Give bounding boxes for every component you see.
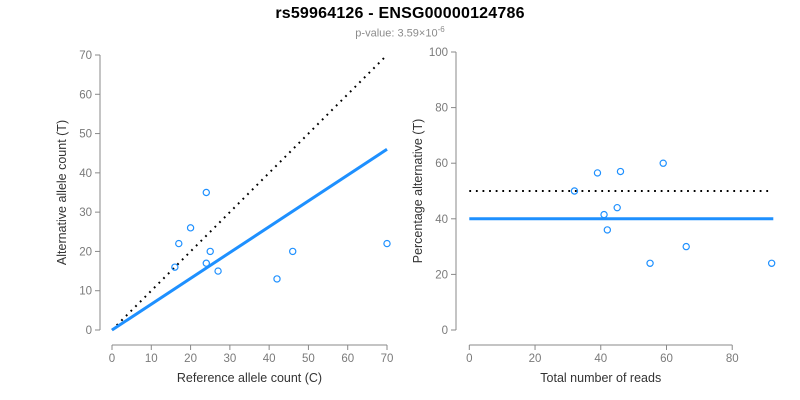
y-tick-label: 40 xyxy=(79,168,92,180)
fit-line xyxy=(111,148,388,332)
x-tick-label: 10 xyxy=(145,353,158,365)
data-point xyxy=(273,275,281,283)
data-point xyxy=(175,239,183,248)
y-tick-label: 30 xyxy=(79,207,92,219)
y-tick-label: 60 xyxy=(79,89,92,101)
x-tick-label: 40 xyxy=(263,353,276,365)
x-tick-label: 20 xyxy=(529,353,542,365)
p-value-base: p-value: 3.59×10 xyxy=(355,27,438,40)
y-axis-title: Alternative allele count (T) xyxy=(55,120,69,265)
y-tick-label: 20 xyxy=(435,269,448,281)
data-point xyxy=(593,169,602,177)
y-tick-label: 50 xyxy=(79,129,92,141)
x-tick-label: 30 xyxy=(223,353,236,365)
data-point xyxy=(186,224,195,232)
y-tick-label: 0 xyxy=(86,325,92,337)
data-point xyxy=(659,159,667,167)
data-point xyxy=(616,167,625,176)
data-point xyxy=(383,239,391,248)
x-tick-label: 40 xyxy=(594,353,607,365)
x-axis-title: Total number of reads xyxy=(540,371,661,385)
data-point xyxy=(613,203,621,212)
y-tick-label: 40 xyxy=(435,214,448,226)
y-axis-title: Percentage alternative (T) xyxy=(411,119,425,264)
y-tick-label: 100 xyxy=(429,47,448,59)
figure-title: rs59964126 - ENSG00000124786 xyxy=(275,5,525,22)
x-axis-title: Reference allele count (C) xyxy=(177,371,322,385)
y-tick-label: 60 xyxy=(435,158,448,170)
identity-line xyxy=(111,54,388,331)
y-tick-label: 70 xyxy=(79,50,92,62)
x-tick-label: 50 xyxy=(302,353,315,365)
data-point xyxy=(202,259,210,267)
x-tick-label: 20 xyxy=(184,353,197,365)
y-tick-label: 0 xyxy=(442,325,448,337)
data-point xyxy=(682,242,690,251)
x-tick-label: 80 xyxy=(726,353,739,365)
data-point xyxy=(206,247,214,256)
x-tick-label: 0 xyxy=(466,353,472,365)
data-point xyxy=(646,259,654,267)
percentage-vs-reads-scatter: 0 20 40 60 80 100 0 20 40 60 80 Total number of rea… xyxy=(411,47,776,385)
y-tick-label: 80 xyxy=(435,103,448,115)
data-point xyxy=(214,267,222,275)
x-tick-label: 0 xyxy=(109,353,115,365)
y-tick-label: 10 xyxy=(79,286,92,298)
data-point xyxy=(289,247,297,256)
data-point xyxy=(202,188,210,197)
data-point xyxy=(570,187,579,195)
x-tick-label: 70 xyxy=(381,353,394,365)
p-value-exponent: -6 xyxy=(437,25,445,34)
data-point xyxy=(603,226,612,234)
data-point xyxy=(600,210,608,219)
allele-counts-scatter: 0 10 20 30 40 50 60 70 0 10 20 30 40 50 60 70 Reference … xyxy=(55,50,393,385)
x-tick-label: 60 xyxy=(341,353,354,365)
data-point xyxy=(767,259,776,267)
y-tick-label: 20 xyxy=(79,246,92,258)
data-point xyxy=(171,263,179,271)
p-value-subtitle: p-value: 3.59×10-6 xyxy=(0,25,800,40)
x-tick-label: 60 xyxy=(660,353,673,365)
